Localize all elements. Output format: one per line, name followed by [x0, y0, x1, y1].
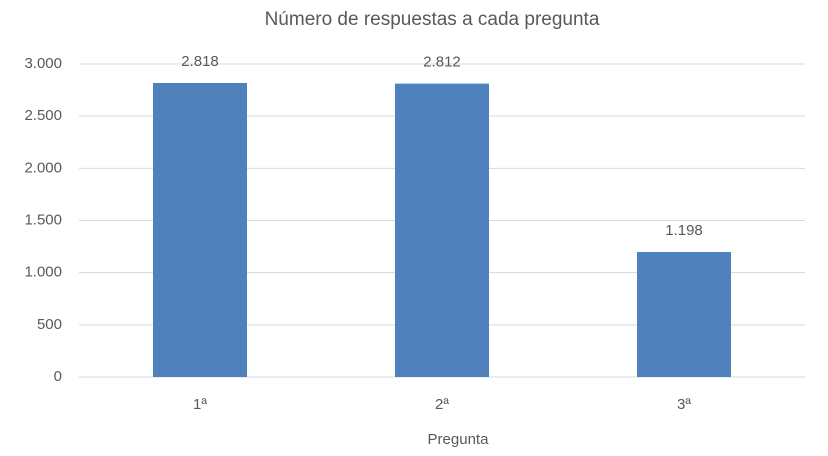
x-tick-label: 1ª — [193, 396, 207, 413]
y-tick-label: 3.000 — [24, 55, 62, 72]
y-tick-label: 1.500 — [24, 211, 62, 228]
bar — [395, 83, 489, 377]
y-tick-label: 2.000 — [24, 159, 62, 176]
x-axis-label: Pregunta — [428, 431, 490, 448]
data-label: 2.818 — [181, 53, 219, 70]
data-label: 2.812 — [423, 54, 461, 71]
bar — [153, 82, 247, 377]
chart-title: Número de respuestas a cada pregunta — [265, 9, 600, 30]
y-tick-label: 2.500 — [24, 107, 62, 124]
y-tick-label: 1.000 — [24, 264, 62, 281]
bar — [637, 252, 731, 377]
y-tick-label: 0 — [54, 368, 62, 385]
x-tick-label: 2ª — [435, 396, 449, 413]
x-tick-label: 3ª — [677, 396, 691, 413]
data-label: 1.198 — [665, 222, 703, 239]
y-tick-label: 500 — [37, 316, 62, 333]
